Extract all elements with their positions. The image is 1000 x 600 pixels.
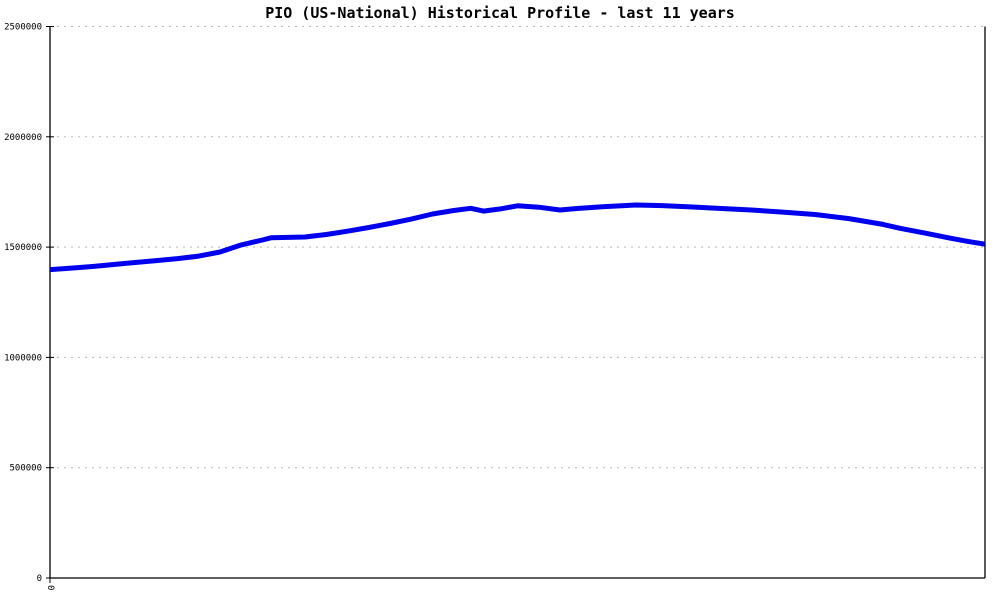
chart-title: PIO (US-National) Historical Profile - l… [265,4,735,22]
y-tick-label: 500000 [9,464,42,474]
x-tick-label: 0 [45,585,55,590]
series-line [49,202,986,273]
y-tick-label: 2500000 [4,23,42,33]
y-tick-label: 1500000 [4,243,42,253]
y-tick-label: 1000000 [4,353,42,363]
y-tick-label: 2000000 [4,133,42,143]
y-tick-label: 0 [37,574,42,584]
